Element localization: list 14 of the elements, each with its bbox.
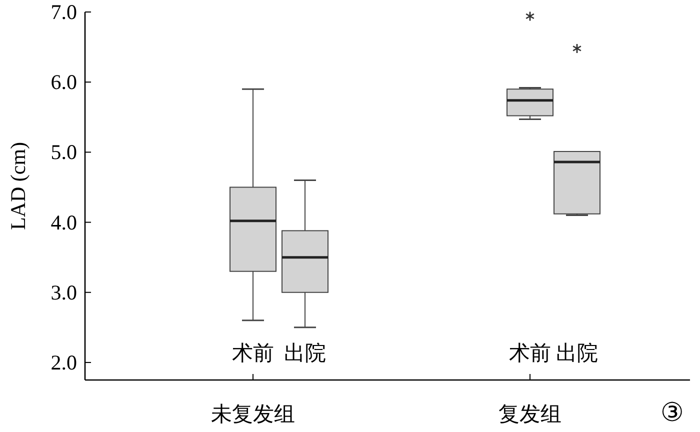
y-tick-label: 4.0 — [50, 210, 77, 234]
text: ③ — [660, 398, 684, 427]
text: 术前 — [232, 341, 274, 365]
y-tick-label: 5.0 — [50, 140, 77, 164]
y-tick-label: 7.0 — [50, 0, 77, 24]
text: 出院 — [284, 341, 326, 365]
x-tick-label: 未复发组 — [211, 402, 295, 426]
y-tick-label: 6.0 — [50, 70, 77, 94]
text: 出院 — [556, 341, 598, 365]
y-axis-title: LAD (cm) — [6, 142, 30, 230]
y-tick-label: 3.0 — [50, 280, 77, 304]
y-tick-label: 2.0 — [50, 350, 77, 374]
text: 术前 — [509, 341, 551, 365]
x-tick-label: 复发组 — [498, 402, 562, 426]
